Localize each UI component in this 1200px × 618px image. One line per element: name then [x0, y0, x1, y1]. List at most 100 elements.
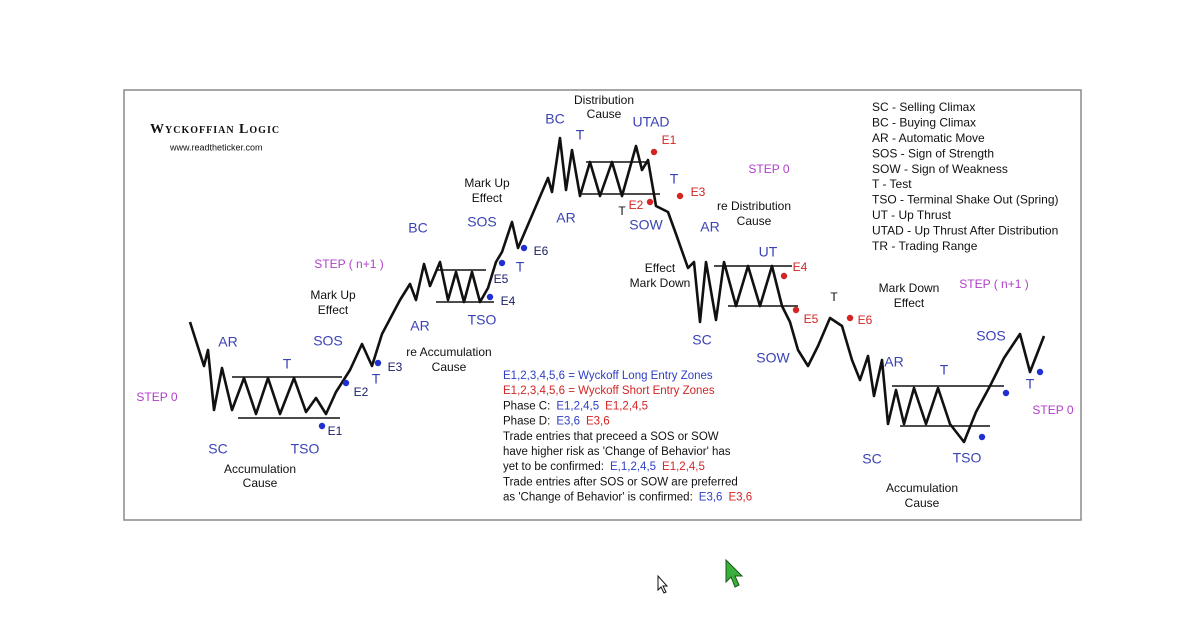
- label: TSO: [953, 450, 982, 466]
- note-line: yet to be confirmed: E,1,2,4,5 E1,2,4,5: [503, 461, 705, 473]
- label: E1: [328, 424, 343, 438]
- label: T: [940, 362, 949, 378]
- note-part: Trade entries that preceed a SOS or SOW: [503, 431, 719, 443]
- label: E3: [691, 185, 706, 199]
- label: Mark Up: [310, 288, 356, 302]
- label: E2: [354, 385, 369, 399]
- label: Accumulation: [886, 481, 958, 495]
- short-entry-dots: [646, 148, 854, 322]
- label: E3: [388, 360, 403, 374]
- note-part: E3,6: [556, 416, 580, 428]
- label: E4: [793, 260, 808, 274]
- note-line: Phase D: E3,6 E3,6: [503, 416, 610, 428]
- title: Wyckoffian Logic: [150, 122, 280, 137]
- legend-item: TSO - Terminal Shake Out (Spring): [872, 193, 1059, 207]
- note-line: E1,2,3,4,5,6 = Wyckoff Short Entry Zones: [503, 385, 715, 397]
- label: STEP ( n+1 ): [959, 277, 1028, 291]
- label: E6: [534, 244, 549, 258]
- label: E1: [662, 133, 677, 147]
- label: E2: [629, 198, 644, 212]
- label: AR: [410, 318, 429, 334]
- note-part: E1,2,3,4,5,6 = Wyckoff Long Entry Zones: [503, 370, 713, 382]
- legend: SC - Selling Climax BC - Buying ClimaxAR …: [872, 100, 1059, 253]
- legend-item: SOS - Sign of Strength: [872, 146, 994, 160]
- label: T: [283, 356, 292, 372]
- label: Mark Down: [630, 276, 691, 290]
- label: SOS: [313, 333, 343, 349]
- note-line: Trade entries that preceed a SOS or SOW: [503, 431, 719, 443]
- label: Mark Down: [879, 281, 940, 295]
- label: re Accumulation: [406, 345, 491, 359]
- note-part: Trade entries after SOS or SOW are prefe…: [503, 476, 738, 488]
- legend-item: TR - Trading Range: [872, 239, 978, 253]
- label: Cause: [587, 107, 622, 121]
- label: Accumulation: [224, 462, 296, 476]
- legend-item: AR - Automatic Move: [872, 131, 985, 145]
- label: SC: [208, 441, 227, 457]
- note-part: Phase D:: [503, 416, 550, 428]
- label: T: [670, 171, 679, 187]
- legend-item: T - Test: [872, 177, 912, 191]
- label: re Distribution: [717, 199, 791, 213]
- label: SOW: [756, 350, 790, 366]
- note-part: E,1,2,4,5: [610, 461, 656, 473]
- label: Effect: [645, 261, 676, 275]
- label: STEP 0: [136, 390, 177, 404]
- labels: ARSCTTSOSOSTBCARSOSTSOTBCTARUTADTSOWTARU…: [136, 93, 1073, 510]
- label: SOS: [976, 328, 1006, 344]
- label: SC: [692, 332, 711, 348]
- label: SOS: [467, 214, 497, 230]
- label: STEP ( n+1 ): [314, 257, 383, 271]
- label: E5: [804, 312, 819, 326]
- label: AR: [556, 210, 575, 226]
- range-lines: [232, 161, 1004, 427]
- label: T: [1026, 376, 1035, 392]
- note-part: E1,2,4,5: [556, 400, 599, 412]
- label: Cause: [432, 360, 467, 374]
- label: UT: [759, 244, 778, 260]
- note-part: as 'Change of Behavior' is confirmed:: [503, 492, 693, 504]
- notes: E1,2,3,4,5,6 = Wyckoff Long Entry Zones E…: [503, 370, 752, 504]
- label: STEP 0: [748, 162, 789, 176]
- note-part: yet to be confirmed:: [503, 461, 604, 473]
- legend-item: UTAD - Up Thrust After Distribution: [872, 223, 1058, 237]
- note-part: Phase C:: [503, 400, 550, 412]
- legend-item: SOW - Sign of Weakness: [872, 162, 1008, 176]
- label: UTAD: [632, 114, 669, 130]
- label: Effect: [318, 303, 349, 317]
- note-part: E1,2,4,5: [662, 461, 705, 473]
- note-line: E1,2,3,4,5,6 = Wyckoff Long Entry Zones: [503, 370, 713, 382]
- note-line: Phase C: E1,2,4,5 E1,2,4,5: [503, 400, 648, 412]
- label: TSO: [468, 312, 497, 328]
- label: TSO: [291, 441, 320, 457]
- label: STEP 0: [1032, 403, 1073, 417]
- note-part: E3,6: [728, 492, 752, 504]
- label: AR: [218, 334, 237, 350]
- note-part: E1,2,3,4,5,6 = Wyckoff Short Entry Zones: [503, 385, 715, 397]
- label: SOW: [629, 217, 663, 233]
- label: Mark Up: [464, 176, 510, 190]
- source-url: www.readtheticker.com: [169, 142, 263, 152]
- note-part: E3,6: [699, 492, 723, 504]
- label: SC: [862, 451, 881, 467]
- label: E4: [501, 294, 516, 308]
- label: AR: [884, 354, 903, 370]
- label: T: [372, 371, 381, 387]
- label: T: [618, 204, 626, 218]
- label: Cause: [737, 214, 772, 228]
- price-path: [188, 136, 1046, 444]
- label: Cause: [905, 496, 940, 510]
- label: T: [830, 290, 838, 304]
- legend-item: SC - Selling Climax: [872, 100, 975, 114]
- label: T: [516, 259, 525, 275]
- cursor: [657, 574, 669, 594]
- note-part: have higher risk as 'Change of Behavior'…: [503, 446, 731, 458]
- legend-item: UT - Up Thrust: [872, 208, 952, 222]
- label: E5: [494, 272, 509, 286]
- note-line: as 'Change of Behavior' is confirmed: E3,…: [503, 492, 752, 504]
- label: Cause: [243, 476, 278, 490]
- label: Effect: [472, 191, 503, 205]
- note-part: E1,2,4,5: [605, 400, 648, 412]
- legend-item: BC - Buying Climax: [872, 116, 976, 130]
